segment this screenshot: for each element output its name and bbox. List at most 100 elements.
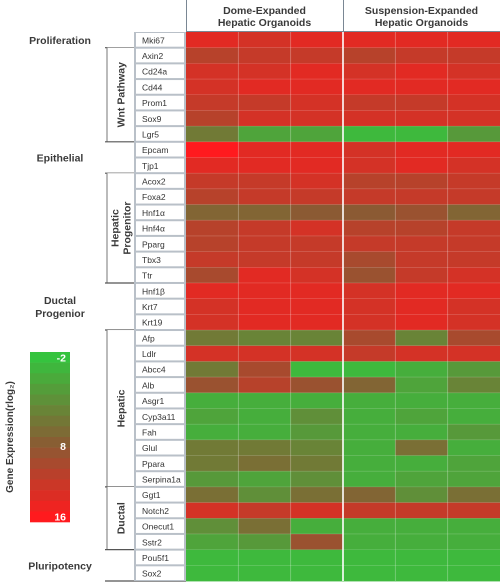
gene-label-Pou5f1: Pou5f1 bbox=[142, 553, 169, 563]
heatmap-cell-Ldlr-6 bbox=[447, 345, 500, 362]
heatmap-cell-Mki67-1 bbox=[186, 32, 239, 49]
heatmap-cell-Acox2-5 bbox=[395, 173, 449, 190]
heatmap-cell-Abcc4-3 bbox=[290, 361, 344, 378]
heatmap-cell-Cd24a-2 bbox=[238, 63, 292, 80]
heatmap-cell-Krt19-3 bbox=[290, 314, 344, 331]
heatmap-cell-Asgr1-3 bbox=[290, 392, 344, 409]
heatmap-cell-Ldlr-5 bbox=[395, 345, 449, 362]
heatmap-cell-Acox2-3 bbox=[290, 173, 344, 190]
heatmap-cell-Abcc4-6 bbox=[447, 361, 500, 378]
row-group-label-6: Hepatic bbox=[116, 389, 128, 427]
heatmap-cell-Glul-3 bbox=[290, 439, 344, 456]
heatmap-cell-Hnf1β-4 bbox=[343, 282, 396, 300]
heatmap-cell-Abcc4-4 bbox=[343, 361, 396, 378]
row-group-label-1: Proliferation bbox=[29, 35, 91, 47]
gene-label-Krt7: Krt7 bbox=[142, 302, 158, 312]
heatmap-cell-Sox9-6 bbox=[447, 110, 500, 127]
legend-swatch bbox=[30, 479, 70, 491]
heatmap-cell-Ggt1-3 bbox=[290, 486, 344, 503]
heatmap-cell-Hnf1β-2 bbox=[238, 282, 292, 300]
heatmap-cell-Hnf1α-3 bbox=[290, 204, 344, 221]
heatmap-cell-Tjp1-2 bbox=[238, 157, 292, 174]
gene-label-Abcc4: Abcc4 bbox=[142, 365, 166, 375]
heatmap-cell-Ggt1-6 bbox=[447, 486, 500, 503]
heatmap-cell-Acox2-4 bbox=[343, 173, 396, 190]
heatmap-cell-Fah-6 bbox=[447, 424, 500, 441]
heatmap-cell-Serpina1a-5 bbox=[395, 471, 449, 488]
gene-label-Fah: Fah bbox=[142, 427, 157, 437]
heatmap-cell-Serpina1a-6 bbox=[447, 471, 500, 488]
gene-label-Acox2: Acox2 bbox=[142, 177, 166, 187]
gene-label-box bbox=[136, 252, 184, 267]
heatmap-cell-Sox2-2 bbox=[238, 565, 292, 582]
legend-swatch bbox=[30, 352, 70, 363]
heatmap-cell-Cd44-3 bbox=[290, 79, 344, 96]
heatmap-cell-Sox2-5 bbox=[395, 565, 449, 582]
heatmap-cell-Hnf1α-1 bbox=[186, 204, 239, 221]
heatmap-cell-Asgr1-2 bbox=[238, 392, 292, 409]
legend-swatch bbox=[30, 437, 70, 448]
heatmap-cell-Serpina1a-2 bbox=[238, 471, 292, 488]
heatmap-cell-Ldlr-3 bbox=[290, 345, 344, 362]
column-group-header-line: Hepatic Organoids bbox=[375, 17, 469, 29]
heatmap-cell-Mki67-4 bbox=[343, 32, 396, 49]
legend-swatch bbox=[30, 394, 70, 406]
heatmap-cell-Tbx3-2 bbox=[238, 251, 292, 268]
gene-label-box bbox=[136, 127, 184, 141]
heatmap-cell-Fah-4 bbox=[343, 424, 396, 441]
row-group-label-line: Proliferation bbox=[29, 35, 91, 47]
heatmap-cell-Foxa2-3 bbox=[290, 188, 344, 205]
row-group-label-5: Ductal Progenior bbox=[35, 295, 85, 320]
legend-swatch bbox=[30, 415, 70, 427]
heatmap-cell-Cyp3a11-1 bbox=[186, 408, 239, 425]
row-group-label-3: Epithelial bbox=[37, 152, 84, 164]
row-group-label-line: Wnt Pathway bbox=[116, 62, 128, 127]
heatmap-cell-Hnf1α-4 bbox=[343, 204, 396, 221]
legend-swatch bbox=[30, 458, 70, 470]
heatmap-cell-Alb-4 bbox=[343, 377, 396, 394]
heatmap-cell-Ppara-3 bbox=[290, 455, 344, 472]
heatmap-cell-Cyp3a11-2 bbox=[238, 408, 292, 425]
heatmap-cell-Hnf1α-6 bbox=[447, 204, 500, 221]
color-legend: -2 8 16 Gene Expression(rlog₂) bbox=[5, 352, 70, 524]
heatmap-cell-Foxa2-2 bbox=[238, 188, 292, 205]
gene-label-Ttr: Ttr bbox=[142, 271, 153, 281]
legend-tick-label: 8 bbox=[60, 441, 66, 453]
heatmap-cell-Onecut1-1 bbox=[186, 518, 239, 535]
gene-label-box bbox=[136, 221, 184, 235]
row-group-label-line: Epithelial bbox=[37, 152, 84, 164]
heatmap-cell-Acox2-1 bbox=[186, 173, 239, 190]
gene-label-Alb: Alb bbox=[142, 380, 155, 390]
heatmap-cell-Acox2-6 bbox=[447, 173, 500, 190]
heatmap-cell-Asgr1-5 bbox=[395, 392, 449, 409]
heatmap-cell-Abcc4-1 bbox=[186, 361, 239, 378]
grid-lines bbox=[186, 32, 500, 581]
heatmap-cell-Ttr-1 bbox=[186, 267, 239, 284]
heatmap-cell-Pou5f1-6 bbox=[447, 549, 500, 566]
heatmap-cell-Notch2-1 bbox=[186, 502, 239, 519]
heatmap-cell-Epcam-6 bbox=[447, 141, 500, 158]
heatmap-cell-Tjp1-5 bbox=[395, 157, 449, 174]
heatmap-cell-Krt19-6 bbox=[447, 314, 500, 331]
gene-label-box bbox=[136, 378, 184, 392]
heatmap-cell-Cd24a-3 bbox=[290, 63, 344, 80]
heatmap-cell-Cd24a-6 bbox=[447, 63, 500, 80]
row-group-label-7: Ductal bbox=[116, 502, 128, 534]
legend-tick-label: -2 bbox=[57, 352, 66, 364]
gene-label-box bbox=[136, 362, 184, 377]
heatmap-cell-Krt19-4 bbox=[343, 314, 396, 331]
heatmap-cell-Ttr-6 bbox=[447, 267, 500, 284]
heatmap-cell-Sox2-6 bbox=[447, 565, 500, 582]
gene-label-Hnf4α: Hnf4α bbox=[142, 224, 165, 234]
heatmap-cell-Krt7-2 bbox=[238, 298, 292, 315]
heatmap-cell-Epcam-4 bbox=[343, 141, 396, 158]
heatmap-cell-Sox2-3 bbox=[290, 565, 344, 582]
gene-label-box bbox=[136, 503, 184, 518]
heatmap-cell-Cyp3a11-6 bbox=[447, 408, 500, 425]
column-group-header-line: Hepatic Organoids bbox=[218, 17, 312, 29]
heatmap-cell-Tbx3-4 bbox=[343, 251, 396, 268]
heatmap-cell-Onecut1-3 bbox=[290, 518, 344, 535]
gene-labels: Mki67 Axin2 Cd24a Cd44 Prom1 Sox9 Lgr5 Epcam Tjp… bbox=[134, 32, 186, 581]
row-group-label-line: Pluripotency bbox=[28, 560, 92, 572]
